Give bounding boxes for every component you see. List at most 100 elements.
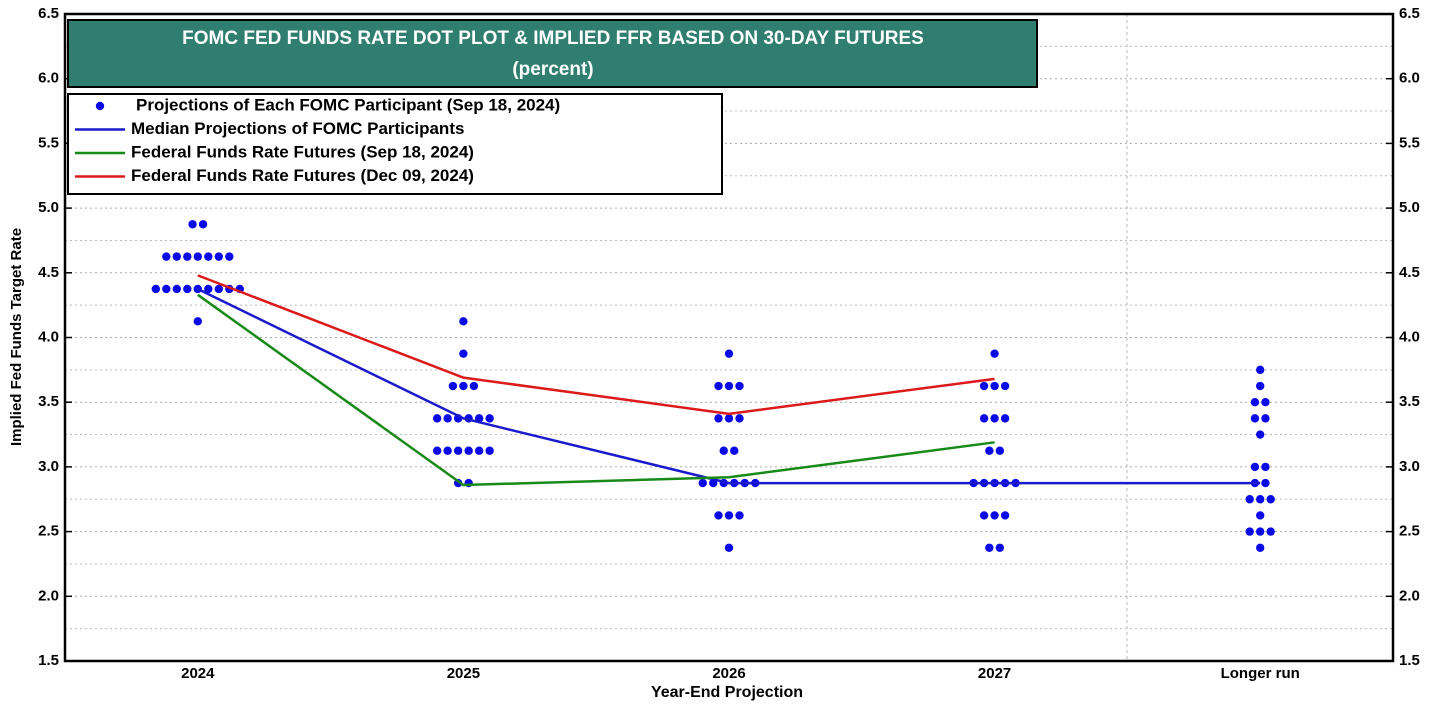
dot: [979, 511, 989, 520]
dot: [193, 252, 202, 261]
dot: [714, 511, 723, 520]
dot: [724, 543, 734, 552]
title-box: [67, 19, 1038, 88]
dot: [469, 381, 479, 391]
dot: [1261, 398, 1270, 407]
series-line: [197, 287, 1261, 485]
legend-label: Median Projections of FOMC Participants: [131, 119, 464, 138]
dot: [1000, 381, 1010, 391]
dot: [735, 511, 744, 520]
dot: [193, 317, 202, 326]
legend-marker: [95, 101, 105, 111]
dot: [459, 381, 468, 391]
dot: [204, 284, 213, 294]
dot: [443, 446, 452, 455]
y-tick-label: 2.0: [38, 587, 59, 604]
dot: [724, 349, 734, 358]
dot: [225, 252, 234, 261]
y-tick-label: 6.0: [38, 70, 59, 87]
dot: [204, 252, 213, 261]
dot: [485, 446, 494, 455]
y2-tick-label: 5.0: [1399, 199, 1420, 216]
dot: [979, 381, 989, 391]
y2-tick-label: 4.5: [1399, 264, 1420, 281]
x-tick-label: 2027: [978, 665, 1011, 682]
dot: [1256, 511, 1265, 520]
y-tick-label: 5.5: [38, 134, 59, 151]
dot: [188, 220, 197, 229]
y-tick-label: 5.0: [38, 199, 59, 216]
legend: Projections of Each FOMC Participant (Se…: [67, 93, 723, 195]
series-line: [197, 274, 995, 416]
dot: [1266, 495, 1275, 504]
dot: [1261, 462, 1270, 472]
dot: [172, 284, 181, 294]
plot-frame: [63, 12, 1395, 663]
dot: [1245, 495, 1254, 504]
dot: [162, 252, 171, 261]
dot: [985, 543, 994, 552]
dot: [459, 317, 468, 326]
dot: [432, 446, 442, 455]
dot: [1256, 495, 1265, 504]
y-tick-label: 4.5: [38, 264, 59, 281]
dot: [172, 252, 181, 261]
dot: [214, 284, 223, 294]
dot: [464, 446, 473, 455]
dot: [1250, 398, 1260, 407]
dot: [432, 414, 442, 423]
dot: [979, 414, 989, 423]
dot: [714, 381, 723, 391]
marks: [151, 220, 1275, 552]
dot: [1250, 462, 1260, 472]
dot: [162, 284, 171, 294]
y2-tick-label: 2.5: [1399, 523, 1420, 540]
y2-tick-label: 2.0: [1399, 587, 1420, 604]
dot: [724, 381, 734, 391]
legend-label: Federal Funds Rate Futures (Sep 18, 2024…: [131, 142, 474, 161]
legend-label: Projections of Each FOMC Participant (Se…: [136, 95, 560, 114]
y2-tick-label: 3.0: [1399, 458, 1420, 475]
dot: [193, 284, 202, 294]
dot: [214, 252, 223, 261]
y-tick-label: 1.5: [38, 652, 59, 669]
dot: [1256, 430, 1265, 439]
dot: [1250, 414, 1260, 423]
x-tick-label: 2025: [447, 665, 480, 682]
dot: [995, 543, 1005, 552]
dot: [724, 414, 734, 423]
y-tick-label: 4.0: [38, 328, 59, 345]
dot: [459, 349, 468, 358]
dot: [714, 414, 723, 423]
chart-title: FOMC FED FUNDS RATE DOT PLOT & IMPLIED F…: [182, 28, 924, 49]
dot: [1256, 381, 1265, 391]
dot: [995, 446, 1005, 455]
dot: [990, 381, 999, 391]
y-tick-label: 6.5: [38, 5, 59, 22]
dot: [198, 220, 208, 229]
dot: [730, 446, 739, 455]
dot: [724, 511, 734, 520]
legend-label: Federal Funds Rate Futures (Dec 09, 2024…: [131, 166, 474, 185]
dot: [1000, 414, 1010, 423]
dot: [448, 381, 458, 391]
dot: [990, 414, 999, 423]
dot: [1256, 543, 1265, 552]
x-tick-label: 2026: [712, 665, 745, 682]
dot: [1266, 527, 1275, 536]
y2-tick-label: 4.0: [1399, 328, 1420, 345]
dot: [735, 414, 744, 423]
y2-tick-label: 5.5: [1399, 134, 1420, 151]
dot: [1261, 414, 1270, 423]
series-line: [197, 293, 995, 487]
y-axis-label: Implied Fed Funds Target Rate: [8, 228, 25, 446]
dot: [183, 252, 192, 261]
dot: [1245, 527, 1254, 536]
dot: [453, 446, 463, 455]
dot: [990, 349, 999, 358]
y2-tick-label: 3.5: [1399, 393, 1420, 410]
dot: [985, 446, 994, 455]
dot: [1000, 511, 1010, 520]
